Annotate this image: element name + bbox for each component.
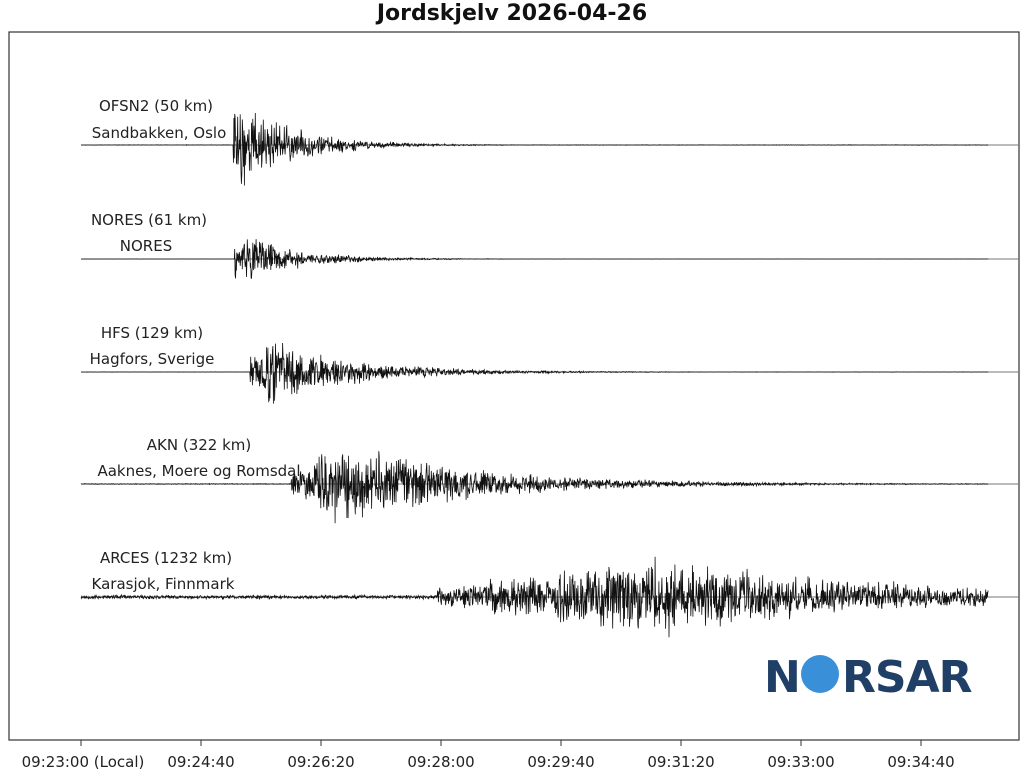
logo-o-circle (801, 655, 839, 693)
seismogram-trace-3 (80, 451, 989, 524)
plot-frame (8, 31, 1020, 741)
x-tick-label: 09:23:00 (Local) (22, 753, 145, 771)
station-location-label: Karasjok, Finnmark (92, 575, 235, 593)
x-tick-label: 09:26:20 (287, 753, 354, 771)
station-location-label: NORES (120, 237, 172, 255)
traces (80, 112, 989, 638)
station-location-label: Aaknes, Moere og Romsdal (97, 462, 300, 480)
svg-text:RSAR: RSAR (842, 652, 972, 703)
baselines (81, 144, 1019, 598)
station-location-label: Sandbakken, Oslo (92, 124, 227, 142)
station-name-label: AKN (322 km) (147, 436, 252, 454)
station-name-label: OFSN2 (50 km) (99, 97, 213, 115)
x-tick-label: 09:34:40 (887, 753, 954, 771)
station-location-label: Hagfors, Sverige (90, 350, 215, 368)
x-tick-label: 09:31:20 (647, 753, 714, 771)
seismogram-trace-0 (80, 112, 989, 186)
station-name-label: ARCES (1232 km) (100, 549, 232, 567)
x-tick-label: 09:28:00 (407, 753, 474, 771)
x-tick-label: 09:33:00 (767, 753, 834, 771)
station-name-label: NORES (61 km) (91, 211, 207, 229)
svg-text:N: N (764, 652, 800, 703)
station-name-label: HFS (129 km) (101, 324, 203, 342)
seismogram-trace-2 (81, 342, 989, 404)
trace-labels: OFSN2 (50 km) Sandbakken, Oslo NORES (61 k… (90, 97, 301, 593)
x-tick-label: 09:29:40 (527, 753, 594, 771)
norsar-logo: N RSAR (764, 652, 973, 703)
x-tick-label: 09:24:40 (167, 753, 234, 771)
x-axis: 09:23:00 (Local) 09:24:40 09:26:20 09:28:00… (22, 740, 955, 771)
seismogram-trace-4 (80, 556, 989, 638)
chart-title: Jordskjelv 2026-04-26 (376, 1, 648, 26)
seismogram-trace-1 (81, 239, 989, 280)
